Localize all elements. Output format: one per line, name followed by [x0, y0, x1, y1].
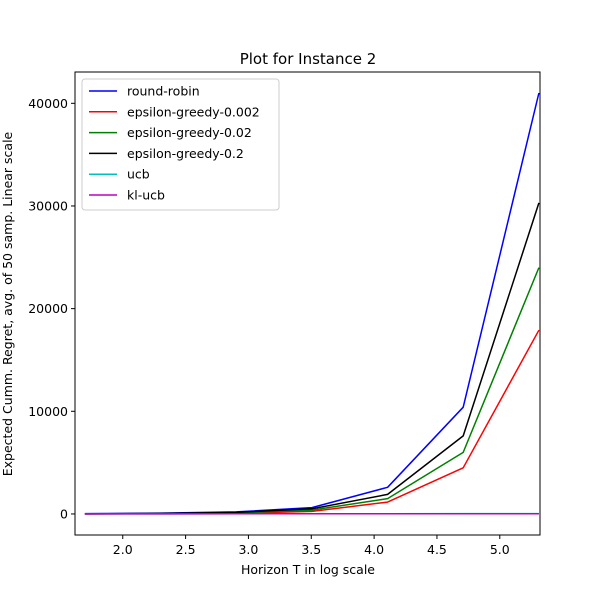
chart-title: Plot for Instance 2 — [240, 50, 377, 68]
legend-label-round-robin: round-robin — [127, 84, 200, 99]
legend-label-kl-ucb: kl-ucb — [127, 188, 165, 203]
y-tick-label: 40000 — [28, 96, 68, 111]
x-tick-label: 2.5 — [176, 542, 196, 557]
y-tick-label: 30000 — [28, 198, 68, 213]
x-tick-label: 3.0 — [238, 542, 258, 557]
y-tick-label: 0 — [60, 506, 68, 521]
legend-box — [81, 78, 280, 211]
x-tick-label: 4.5 — [427, 542, 447, 557]
legend-label-epsilon-greedy-0.002: epsilon-greedy-0.002 — [127, 104, 260, 119]
x-tick-label: 5.0 — [490, 542, 510, 557]
y-tick-label: 20000 — [28, 301, 68, 316]
series-lines — [84, 92, 540, 515]
y-axis-label: Expected Cumm. Regret, avg. of 50 samp. … — [0, 131, 15, 476]
legend-label-epsilon-greedy-0.02: epsilon-greedy-0.02 — [127, 125, 252, 140]
y-tick-label: 10000 — [28, 404, 68, 419]
y-axis-ticks: 0 10000 20000 30000 40000 — [28, 96, 75, 521]
legend: round-robin epsilon-greedy-0.002 epsilon-g… — [81, 78, 280, 211]
x-tick-label: 4.0 — [364, 542, 384, 557]
plot-area-frame — [74, 71, 541, 536]
x-tick-label: 2.0 — [113, 542, 133, 557]
x-tick-label: 3.5 — [301, 542, 321, 557]
x-axis-ticks: 2.0 2.5 3.0 3.5 4.0 4.5 5.0 — [113, 535, 510, 557]
legend-label-ucb: ucb — [127, 167, 150, 182]
x-axis-label: Horizon T in log scale — [241, 562, 375, 577]
legend-label-epsilon-greedy-0.2: epsilon-greedy-0.2 — [127, 146, 244, 161]
